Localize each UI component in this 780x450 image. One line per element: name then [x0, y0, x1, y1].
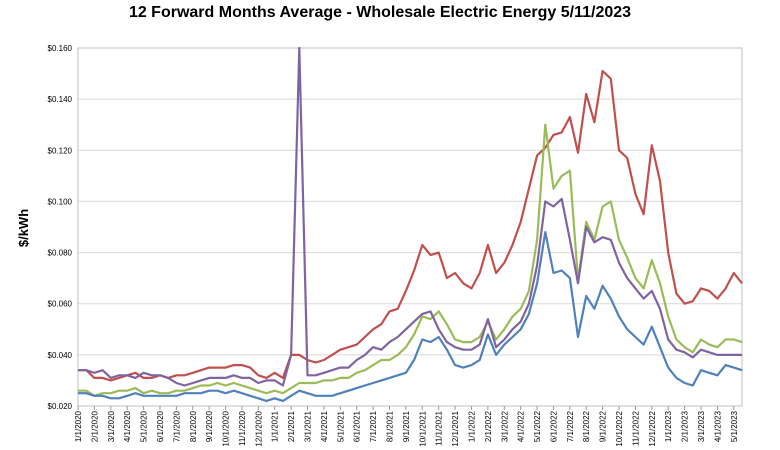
x-tick-label: 9/1/2022: [599, 410, 608, 442]
x-tick-label: 11/1/2022: [631, 410, 640, 446]
x-tick-label: 5/1/2023: [730, 410, 739, 442]
x-tick-label: 8/1/2021: [386, 410, 395, 442]
x-tick-label: 4/1/2021: [320, 410, 329, 442]
series-line: [78, 123, 743, 397]
x-tick-label: 7/1/2021: [369, 410, 378, 442]
x-tick-label: 3/1/2022: [500, 410, 509, 442]
x-tick-label: 12/1/2022: [648, 410, 657, 446]
y-tick-label: $0.060: [48, 300, 73, 309]
y-tick-label: $0.100: [48, 197, 73, 206]
x-tick-label: 6/1/2021: [353, 410, 362, 442]
x-tick-label: 4/1/2022: [517, 410, 526, 442]
x-tick-label: 1/1/2020: [74, 410, 83, 442]
y-tick-label: $0.140: [48, 95, 73, 104]
x-tick-label: 7/1/2020: [172, 410, 181, 442]
y-tick-label: $0.120: [48, 146, 73, 155]
series-line: [78, 69, 743, 382]
x-tick-label: 3/1/2020: [107, 410, 116, 442]
x-tick-label: 5/1/2020: [140, 410, 149, 442]
y-tick-label: $0.020: [48, 402, 73, 411]
x-tick-label: 7/1/2022: [566, 410, 575, 442]
x-tick-label: 9/1/2020: [205, 410, 214, 442]
y-tick-label: $0.080: [48, 249, 73, 258]
x-tick-label: 11/1/2021: [435, 410, 444, 446]
x-tick-label: 12/1/2021: [451, 410, 460, 446]
plot-border: [77, 47, 743, 407]
x-tick-label: 1/1/2023: [664, 410, 673, 442]
x-tick-label: 6/1/2022: [549, 410, 558, 442]
x-tick-label: 8/1/2022: [582, 410, 591, 442]
x-tick-label: 1/1/2022: [467, 410, 476, 442]
x-tick-label: 4/1/2020: [123, 410, 132, 442]
x-tick-label: 5/1/2021: [336, 410, 345, 442]
x-tick-label: 2/1/2020: [90, 410, 99, 442]
series-line: [78, 231, 743, 402]
x-tick-label: 4/1/2023: [713, 410, 722, 442]
x-tick-label: 5/1/2022: [533, 410, 542, 442]
x-tick-label: 6/1/2020: [156, 410, 165, 442]
x-tick-label: 3/1/2023: [697, 410, 706, 442]
x-tick-label: 10/1/2020: [222, 410, 231, 446]
x-tick-label: 3/1/2021: [304, 410, 313, 442]
x-tick-label: 10/1/2021: [418, 410, 427, 446]
chart-title: 12 Forward Months Average - Wholesale El…: [129, 4, 631, 21]
y-axis-label: $/kWh: [16, 209, 31, 247]
x-tick-label: 2/1/2022: [484, 410, 493, 442]
x-tick-label: 11/1/2020: [238, 410, 247, 446]
x-tick-label: 12/1/2020: [254, 410, 263, 446]
x-tick-label: 2/1/2021: [287, 410, 296, 442]
y-tick-label: $0.160: [48, 44, 73, 53]
x-tick-label: 8/1/2020: [189, 410, 198, 442]
x-tick-label: 10/1/2022: [615, 410, 624, 446]
x-tick-label: 1/1/2021: [271, 410, 280, 442]
x-tick-label: 9/1/2021: [402, 410, 411, 442]
y-tick-label: $0.040: [48, 351, 73, 360]
series-line: [78, 46, 742, 387]
x-tick-label: 2/1/2023: [681, 410, 690, 442]
